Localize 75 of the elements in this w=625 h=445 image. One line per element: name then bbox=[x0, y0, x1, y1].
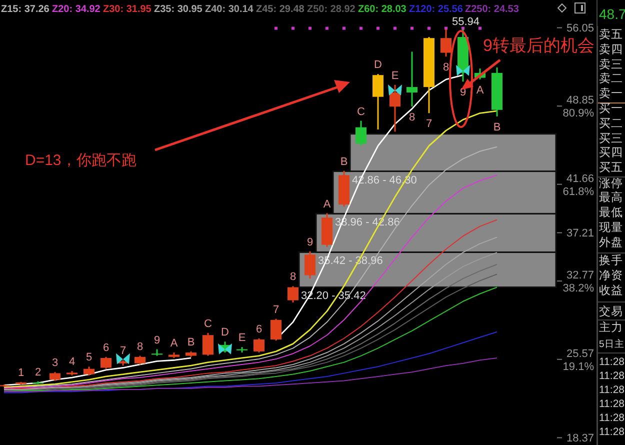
text: 换手 bbox=[599, 253, 623, 267]
y-tick-label: 32.77 38.2% bbox=[562, 270, 594, 295]
text: A bbox=[476, 84, 484, 96]
text: 6 bbox=[102, 342, 110, 354]
y-tick-label: 48.85 80.9% bbox=[562, 94, 594, 120]
text: 涨停 bbox=[599, 177, 623, 190]
text: 5 bbox=[86, 352, 92, 364]
text: 9 bbox=[306, 236, 314, 248]
text: 3 bbox=[52, 357, 58, 370]
y-tick-label: 25.57 19.1% bbox=[562, 348, 594, 373]
text: 现量 bbox=[599, 221, 623, 234]
text: 6 bbox=[256, 323, 262, 336]
text: 11:28 bbox=[599, 426, 625, 438]
text: 8 bbox=[408, 112, 416, 124]
text: B bbox=[340, 156, 348, 168]
text: 主力 bbox=[599, 320, 623, 334]
text: Z250: 24.53 bbox=[465, 4, 520, 15]
text: Z15: 37.26 bbox=[1, 4, 50, 15]
text: 交易 bbox=[599, 304, 623, 318]
annotation: 9转最后的机会 bbox=[483, 36, 594, 55]
text: 7 bbox=[272, 304, 280, 316]
text: 最高 bbox=[599, 190, 623, 204]
y-tick-label: 56.05 bbox=[566, 22, 594, 35]
text: C bbox=[357, 106, 365, 118]
text: A bbox=[323, 198, 331, 210]
text: 7 bbox=[426, 118, 432, 130]
text: 11:28 bbox=[599, 384, 625, 396]
text: Z35: 30.95 bbox=[154, 4, 203, 15]
text: Z60: 28.03 bbox=[358, 4, 407, 15]
text: 卖五 bbox=[599, 28, 623, 41]
text: Z20: 34.92 bbox=[52, 4, 101, 15]
text: 买三 bbox=[599, 132, 623, 145]
text: 11:28 bbox=[599, 356, 625, 368]
text: 5日主 bbox=[599, 338, 624, 350]
text: A bbox=[170, 338, 178, 350]
y-tick-label: 41.66 61.8% bbox=[562, 172, 594, 198]
text: 买四 bbox=[599, 146, 623, 159]
text: 买五 bbox=[599, 161, 623, 174]
text: E bbox=[391, 70, 399, 82]
text: 卖四 bbox=[599, 43, 623, 56]
text: 外盘 bbox=[599, 236, 623, 249]
text: D bbox=[374, 58, 382, 71]
text: 2 bbox=[34, 366, 42, 378]
annotation: D=13，你跑不跑 bbox=[25, 152, 136, 169]
text: D bbox=[221, 326, 229, 339]
text: 9 bbox=[154, 334, 160, 346]
text: E bbox=[238, 332, 246, 344]
text: 4 bbox=[68, 356, 76, 368]
text: 8 bbox=[290, 271, 296, 284]
text: Z50: 28.92 bbox=[307, 4, 356, 15]
text: 8 bbox=[442, 62, 450, 74]
text: 净资 bbox=[599, 269, 623, 282]
text: 卖一 bbox=[599, 87, 623, 100]
text: C bbox=[204, 318, 212, 330]
text: Z45: 29.48 bbox=[256, 4, 305, 15]
annotation: 55.94 bbox=[452, 16, 480, 28]
text: 卖三 bbox=[599, 58, 623, 71]
text: Z120: 25.56 bbox=[409, 4, 464, 15]
text: 11:28 bbox=[599, 398, 625, 410]
text: 11:28 bbox=[599, 370, 625, 382]
text: 最低 bbox=[599, 206, 623, 219]
text: B bbox=[187, 336, 195, 348]
y-tick-label: 18.37 bbox=[566, 432, 594, 445]
text: 11:28 bbox=[599, 412, 625, 424]
y-tick-label: 37.21 bbox=[566, 228, 594, 240]
text: Z40: 30.14 bbox=[205, 4, 254, 15]
text: B bbox=[493, 121, 501, 134]
text: 收益 bbox=[599, 284, 623, 297]
text: 8 bbox=[136, 340, 144, 353]
text: Z30: 31.95 bbox=[103, 4, 152, 15]
text: 买一 bbox=[599, 102, 623, 115]
text: 卖二 bbox=[599, 72, 623, 85]
text: 7 bbox=[120, 345, 126, 358]
text: 1 bbox=[18, 366, 24, 379]
text: 买二 bbox=[599, 117, 623, 130]
